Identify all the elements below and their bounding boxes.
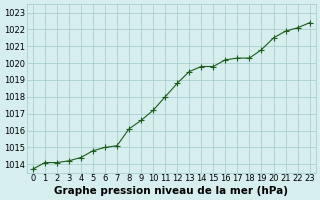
X-axis label: Graphe pression niveau de la mer (hPa): Graphe pression niveau de la mer (hPa)	[54, 186, 288, 196]
